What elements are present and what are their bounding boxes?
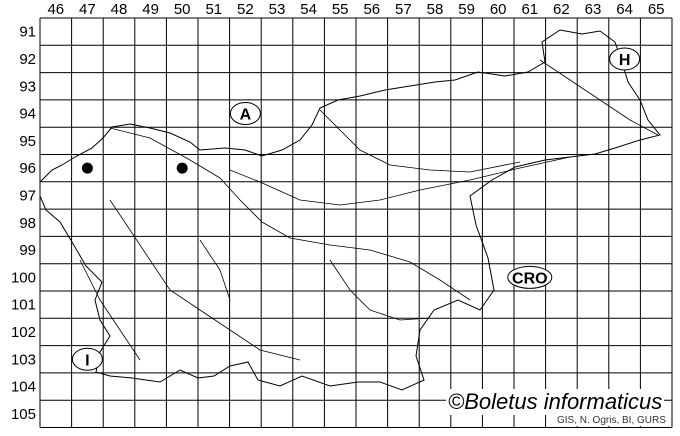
record-point — [176, 162, 188, 174]
column-label: 64 — [616, 1, 633, 18]
column-label: 65 — [648, 1, 665, 18]
column-label: 56 — [363, 1, 380, 18]
column-label: 60 — [490, 1, 507, 18]
row-label: 96 — [19, 160, 36, 177]
river — [109, 127, 471, 301]
grid-lines: 46 47 48 49 50 51 52 53 54 55 56 57 58 59 60 61 62 63 64 65… — [11, 1, 673, 428]
column-label: 59 — [458, 1, 475, 18]
column-label: 52 — [237, 1, 254, 18]
country-label-ellipse — [507, 265, 553, 289]
column-label: 58 — [427, 1, 444, 18]
country-label-ellipse — [609, 47, 641, 71]
river — [199, 239, 231, 301]
row-label: 98 — [19, 215, 36, 232]
row-label: 101 — [11, 297, 36, 314]
row-label: 94 — [19, 106, 36, 123]
column-label: 46 — [47, 1, 64, 18]
column-label: 55 — [332, 1, 349, 18]
record-points — [81, 162, 188, 174]
column-label: 49 — [142, 1, 159, 18]
rivers — [79, 59, 659, 361]
country-labels: A H CRO I — [71, 47, 641, 371]
country-label: I — [71, 347, 103, 371]
country-label: A — [229, 102, 261, 126]
country-label-text: I — [85, 352, 89, 369]
country-border — [39, 29, 661, 391]
river — [109, 199, 301, 361]
river — [229, 156, 571, 206]
row-label: 97 — [19, 187, 36, 204]
column-label: 63 — [585, 1, 602, 18]
column-label: 57 — [395, 1, 412, 18]
river — [329, 259, 431, 321]
country-label-ellipse — [71, 347, 103, 371]
row-label: 95 — [19, 133, 36, 150]
row-label: 91 — [19, 24, 36, 41]
row-label: 92 — [19, 51, 36, 68]
record-point — [81, 162, 93, 174]
country-label: CRO — [507, 265, 553, 289]
row-label: 102 — [11, 324, 36, 341]
country-label-text: CRO — [512, 270, 548, 287]
country-label-ellipse — [229, 102, 261, 126]
river — [79, 259, 141, 361]
row-label: 103 — [11, 351, 36, 368]
row-label: 100 — [11, 269, 36, 286]
source-credit: GIS, N. Ogris, BI, GURS — [555, 415, 668, 426]
country-label: H — [609, 47, 641, 71]
column-label: 54 — [300, 1, 317, 18]
river — [319, 109, 521, 173]
column-label: 53 — [269, 1, 286, 18]
column-label: 51 — [205, 1, 222, 18]
column-label: 62 — [553, 1, 570, 18]
country-label-text: A — [240, 107, 252, 124]
row-label: 105 — [11, 406, 36, 423]
copyright-text: ©Boletus informaticus — [446, 389, 665, 415]
column-label: 50 — [174, 1, 191, 18]
column-label: 48 — [111, 1, 128, 18]
column-label: 47 — [79, 1, 96, 18]
row-label: 99 — [19, 242, 36, 259]
row-label: 93 — [19, 78, 36, 95]
river — [539, 59, 659, 136]
country-label-text: H — [619, 52, 631, 69]
column-label: 61 — [521, 1, 538, 18]
row-label: 104 — [11, 379, 36, 396]
